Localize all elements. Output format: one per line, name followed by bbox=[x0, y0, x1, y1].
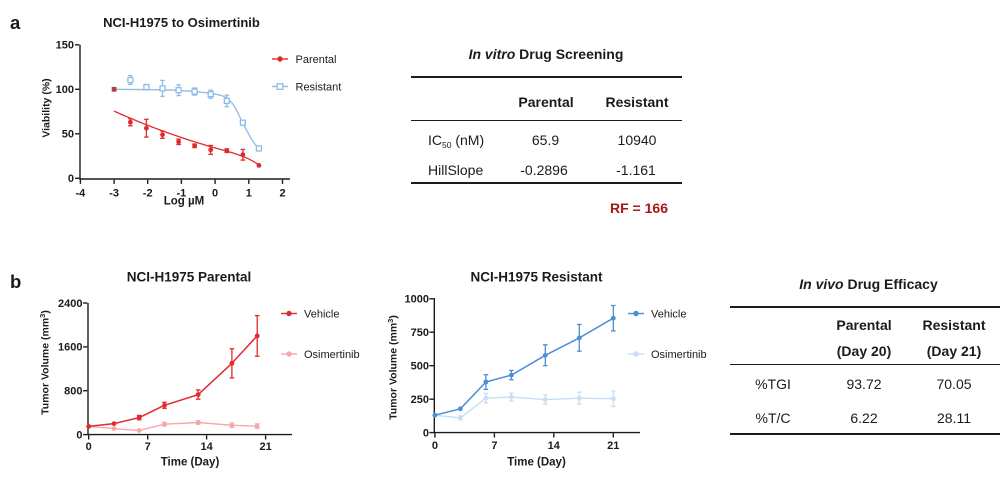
svg-text:250: 250 bbox=[411, 394, 429, 406]
svg-text:Vehicle: Vehicle bbox=[304, 308, 339, 320]
svg-text:50: 50 bbox=[62, 129, 74, 141]
svg-text:Osimertinib: Osimertinib bbox=[304, 349, 360, 361]
svg-text:-2: -2 bbox=[143, 188, 153, 200]
svg-text:-1: -1 bbox=[177, 188, 187, 200]
svg-text:21: 21 bbox=[259, 441, 271, 453]
svg-text:21: 21 bbox=[607, 440, 619, 452]
svg-text:14: 14 bbox=[548, 440, 561, 452]
svg-text:NCI-H1975 Parental: NCI-H1975 Parental bbox=[127, 270, 252, 285]
svg-text:Osimertinib: Osimertinib bbox=[651, 349, 707, 361]
svg-text:-3: -3 bbox=[109, 188, 119, 200]
svg-text:1: 1 bbox=[246, 188, 252, 200]
svg-text:1000: 1000 bbox=[405, 294, 429, 306]
svg-text:NCI-H1975 Resistant: NCI-H1975 Resistant bbox=[470, 270, 603, 285]
svg-text:Log µM: Log µM bbox=[164, 196, 204, 208]
svg-text:Viability (%): Viability (%) bbox=[41, 78, 53, 137]
svg-text:7: 7 bbox=[145, 441, 151, 453]
svg-text:Tumor Volume (mm3): Tumor Volume (mm3) bbox=[386, 315, 400, 420]
svg-text:150: 150 bbox=[56, 40, 74, 52]
svg-text:500: 500 bbox=[411, 361, 429, 373]
svg-text:0: 0 bbox=[76, 429, 82, 441]
svg-text:2: 2 bbox=[279, 188, 285, 200]
svg-text:Vehicle: Vehicle bbox=[651, 308, 686, 320]
svg-text:0: 0 bbox=[432, 440, 438, 452]
svg-text:Parental: Parental bbox=[296, 54, 337, 66]
svg-text:Time (Day): Time (Day) bbox=[507, 457, 566, 469]
svg-text:2400: 2400 bbox=[58, 298, 82, 310]
svg-text:Resistant: Resistant bbox=[296, 81, 342, 93]
svg-text:0: 0 bbox=[212, 188, 218, 200]
svg-text:1600: 1600 bbox=[58, 342, 82, 354]
svg-text:14: 14 bbox=[200, 441, 213, 453]
svg-text:7: 7 bbox=[491, 440, 497, 452]
svg-text:0: 0 bbox=[86, 441, 92, 453]
svg-text:0: 0 bbox=[68, 173, 74, 185]
svg-text:100: 100 bbox=[56, 84, 74, 96]
svg-text:800: 800 bbox=[64, 386, 82, 398]
svg-text:-4: -4 bbox=[76, 188, 87, 200]
svg-text:NCI-H1975 to Osimertinib: NCI-H1975 to Osimertinib bbox=[103, 15, 260, 30]
svg-text:Time (Day): Time (Day) bbox=[161, 457, 220, 469]
svg-text:0: 0 bbox=[423, 427, 429, 439]
svg-text:750: 750 bbox=[411, 327, 429, 339]
svg-text:Tumor Volume (mm3): Tumor Volume (mm3) bbox=[38, 310, 52, 415]
